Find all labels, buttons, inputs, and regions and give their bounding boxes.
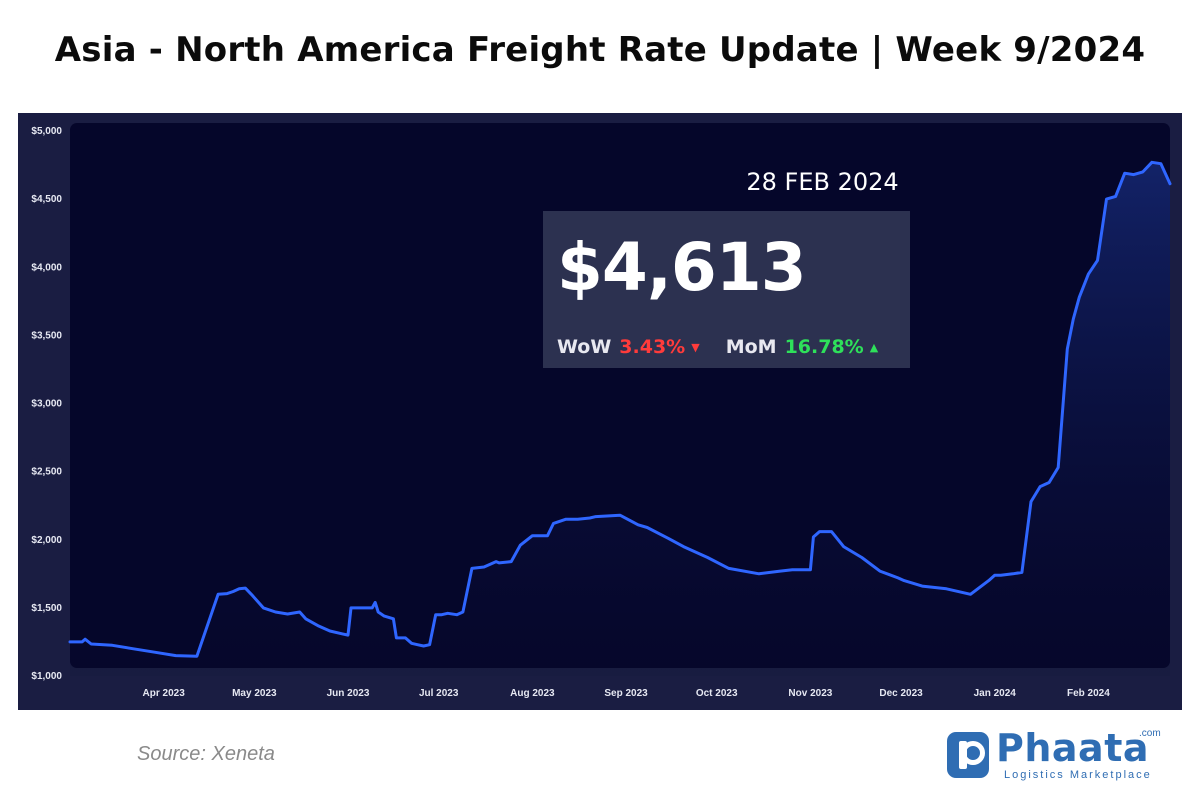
change-metrics: WoW 3.43% ▼ MoM 16.78% ▲ xyxy=(557,336,904,358)
y-tick-label: $3,000 xyxy=(31,399,62,410)
y-tick-label: $5,000 xyxy=(31,126,62,137)
y-tick-label: $2,500 xyxy=(31,467,62,478)
x-tick-label: Jul 2023 xyxy=(419,688,459,699)
arrow-up-icon: ▲ xyxy=(869,341,879,354)
series-area xyxy=(70,162,1170,677)
y-tick-label: $2,000 xyxy=(31,535,62,546)
mom-label: MoM xyxy=(725,336,777,358)
wow-value: 3.43% xyxy=(619,336,686,358)
price-card: $4,613 WoW 3.43% ▼ MoM 16.78% ▲ xyxy=(543,211,910,368)
page-title: Asia - North America Freight Rate Update… xyxy=(54,30,1146,70)
wow-label: WoW xyxy=(557,336,612,358)
logo-name: Phaata xyxy=(996,726,1149,770)
freight-rate-chart: $1,000 $1,500 $2,000 $2,500 $3,000 $3,500 $4,0… xyxy=(31,123,1172,699)
phaata-logo: Phaata .com Logistics Marketplace xyxy=(944,726,1169,783)
series-line xyxy=(68,160,1172,658)
current-price: $4,613 xyxy=(557,229,807,306)
y-tick-label: $4,500 xyxy=(31,194,62,205)
arrow-down-icon: ▼ xyxy=(691,341,700,354)
y-axis: $1,000 $1,500 $2,000 $2,500 $3,000 $3,500 $4,0… xyxy=(31,126,62,682)
x-tick-label: Dec 2023 xyxy=(879,688,923,699)
x-tick-label: Oct 2023 xyxy=(696,688,738,699)
x-tick-label: Aug 2023 xyxy=(510,688,555,699)
x-tick-label: Jan 2024 xyxy=(974,688,1017,699)
phaata-p-icon xyxy=(947,732,989,778)
logo-suffix: .com xyxy=(1139,728,1161,739)
y-tick-label: $3,500 xyxy=(31,330,62,341)
x-tick-label: Jun 2023 xyxy=(327,688,370,699)
logo-tagline: Logistics Marketplace xyxy=(1004,769,1152,781)
x-tick-label: Apr 2023 xyxy=(143,688,186,699)
y-tick-label: $4,000 xyxy=(31,262,62,273)
series-layer xyxy=(68,160,1172,677)
source-note: Source: Xeneta xyxy=(137,743,275,765)
x-tick-label: Sep 2023 xyxy=(604,688,648,699)
mom-value: 16.78% xyxy=(784,336,864,358)
x-tick-label: Nov 2023 xyxy=(788,688,832,699)
y-tick-label: $1,000 xyxy=(31,671,62,682)
y-tick-label: $1,500 xyxy=(31,603,62,614)
chart-frame: $1,000 $1,500 $2,000 $2,500 $3,000 $3,500 $4,0… xyxy=(18,113,1182,710)
annotation-date: 28 FEB 2024 xyxy=(746,168,899,196)
x-axis: Apr 2023 May 2023 Jun 2023 Jul 2023 Aug 2023… xyxy=(143,688,1111,699)
x-tick-label: Feb 2024 xyxy=(1067,688,1110,699)
x-tick-label: May 2023 xyxy=(232,688,277,699)
